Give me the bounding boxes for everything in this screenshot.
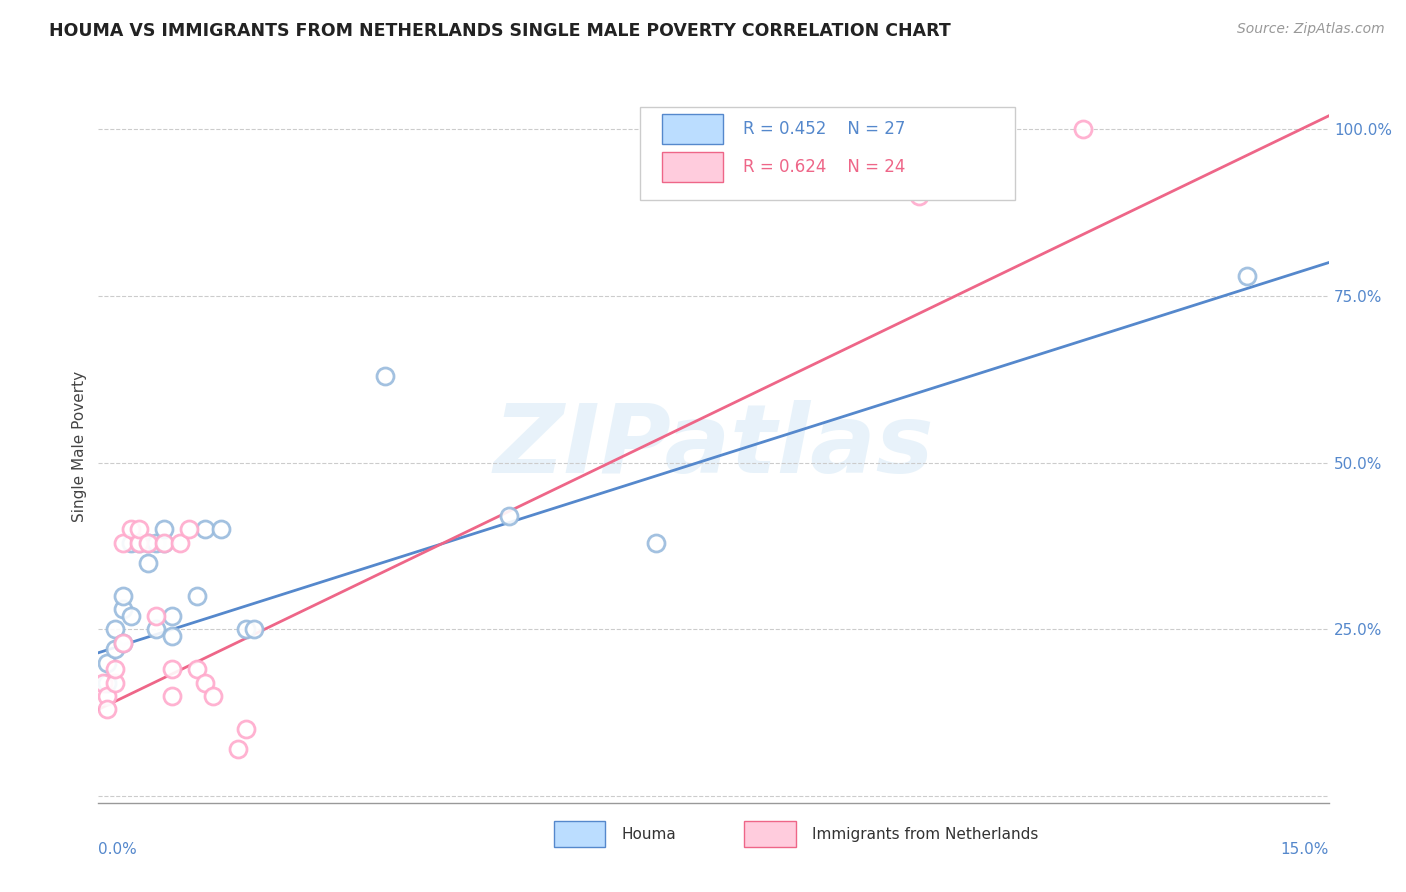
Point [194, 675, 217, 690]
Point [128, 535, 150, 549]
Point [120, 522, 142, 536]
Point [235, 623, 257, 637]
Y-axis label: Single Male Poverty: Single Male Poverty [72, 370, 87, 522]
Point [907, 189, 929, 203]
Text: 15.0%: 15.0% [1281, 842, 1329, 857]
FancyBboxPatch shape [640, 107, 1015, 200]
Point [128, 522, 150, 536]
Point [162, 629, 184, 643]
Point [374, 368, 396, 383]
Point [112, 636, 135, 650]
Point [235, 723, 257, 737]
Point [112, 589, 135, 603]
Point [194, 522, 217, 536]
Bar [744, 822, 796, 847]
Point [1236, 268, 1258, 283]
Text: 0.0%: 0.0% [98, 842, 138, 857]
Text: Source: ZipAtlas.com: Source: ZipAtlas.com [1237, 22, 1385, 37]
Point [104, 662, 127, 676]
Point [243, 623, 266, 637]
Point [96, 689, 118, 703]
Point [169, 535, 191, 549]
Point [128, 535, 150, 549]
Point [96, 702, 118, 716]
Point [96, 656, 118, 670]
Text: R = 0.452    N = 27: R = 0.452 N = 27 [744, 120, 905, 138]
Point [104, 642, 127, 657]
Point [226, 742, 249, 756]
Text: R = 0.624    N = 24: R = 0.624 N = 24 [744, 158, 905, 176]
Point [162, 689, 184, 703]
Point [186, 662, 208, 676]
Point [202, 689, 225, 703]
Bar [662, 152, 724, 182]
Point [104, 623, 127, 637]
Point [645, 535, 668, 549]
Point [162, 662, 184, 676]
Point [91, 675, 114, 690]
Point [136, 535, 159, 549]
Point [162, 609, 184, 624]
Text: Houma: Houma [621, 827, 676, 842]
Point [112, 602, 135, 616]
Text: HOUMA VS IMMIGRANTS FROM NETHERLANDS SINGLE MALE POVERTY CORRELATION CHART: HOUMA VS IMMIGRANTS FROM NETHERLANDS SIN… [49, 22, 950, 40]
Point [136, 535, 159, 549]
Point [153, 522, 176, 536]
Point [120, 609, 142, 624]
Point [136, 556, 159, 570]
Point [1071, 122, 1094, 136]
Point [186, 589, 208, 603]
Point [153, 535, 176, 549]
Point [153, 535, 176, 549]
Point [145, 623, 167, 637]
Bar [662, 114, 724, 145]
Point [498, 509, 520, 524]
Point [112, 535, 135, 549]
Point [145, 535, 167, 549]
Point [177, 522, 200, 536]
Point [112, 636, 135, 650]
Bar [554, 822, 606, 847]
Point [211, 522, 233, 536]
Point [96, 675, 118, 690]
Point [145, 609, 167, 624]
Text: ZIPatlas: ZIPatlas [494, 400, 934, 492]
Point [104, 675, 127, 690]
Text: Immigrants from Netherlands: Immigrants from Netherlands [813, 827, 1039, 842]
Point [120, 535, 142, 549]
